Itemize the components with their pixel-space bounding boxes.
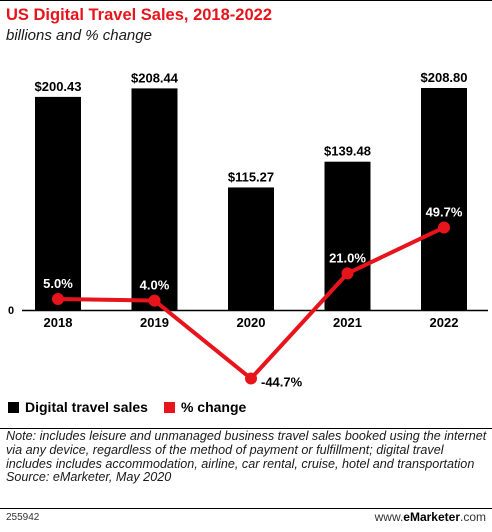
x-tick-2021: 2021: [333, 315, 362, 330]
x-tick-2020: 2020: [237, 315, 266, 330]
legend-item-change: % change: [163, 399, 247, 415]
footer-rule: [0, 508, 492, 509]
bar-label-2018: $200.43: [35, 79, 82, 94]
x-tick-2018: 2018: [44, 315, 73, 330]
change-point-2022: [438, 221, 450, 234]
legend-swatch-sales: [8, 401, 19, 413]
bar-2020: [228, 187, 274, 310]
change-label-2022: 49.7%: [426, 204, 463, 219]
x-tick-2022: 2022: [430, 315, 459, 330]
change-label-2021: 21.0%: [329, 250, 366, 265]
zero-label: 0: [8, 305, 14, 317]
note: Note: includes leisure and unmanaged bus…: [6, 429, 488, 485]
top-rule: [0, 0, 492, 1]
legend-swatch-change: [163, 401, 175, 413]
change-point-2021: [341, 267, 354, 280]
legend-label-change: % change: [180, 399, 247, 415]
legend-item-sales: Digital travel sales: [8, 399, 148, 415]
bar-2018: [35, 96, 81, 310]
brand-url: www.eMarketer.com: [375, 510, 486, 524]
change-label-2019: 4.0%: [140, 278, 170, 293]
note-rule: [0, 428, 492, 429]
bar-2022: [421, 88, 467, 310]
brand-suffix: .com: [459, 510, 486, 524]
legend-label-sales: Digital travel sales: [25, 399, 148, 415]
bar-2021: [324, 161, 371, 310]
change-point-2020: [245, 372, 257, 385]
legend: Digital travel sales % change: [8, 399, 262, 415]
change-label-2020: -44.7%: [261, 375, 303, 390]
bar-label-2021: $139.48: [324, 144, 371, 159]
bar-2019: [131, 88, 178, 311]
chart-id: 255942: [6, 512, 40, 523]
brand-prefix: www.: [374, 510, 404, 524]
change-point-2018: [52, 293, 64, 305]
bar-label-2022: $208.80: [421, 70, 468, 85]
bar-label-2020: $115.27: [228, 169, 274, 184]
note-text: Note: includes leisure and unmanaged bus…: [6, 429, 487, 471]
change-label-2018: 5.0%: [43, 276, 73, 291]
chart-title: US Digital Travel Sales, 2018-2022: [6, 6, 272, 24]
chart-subtitle: billions and % change: [6, 27, 152, 44]
bar-label-2019: $208.44: [131, 70, 179, 85]
x-tick-2019: 2019: [140, 315, 169, 330]
change-point-2019: [148, 294, 161, 307]
source-text: Source: eMarketer, May 2020: [6, 470, 172, 485]
brand-name: eMarketer: [403, 510, 460, 524]
chart-plot: $200.43 2018 $208.44 2019 $115.27 2020 $139.48…: [8, 70, 488, 390]
